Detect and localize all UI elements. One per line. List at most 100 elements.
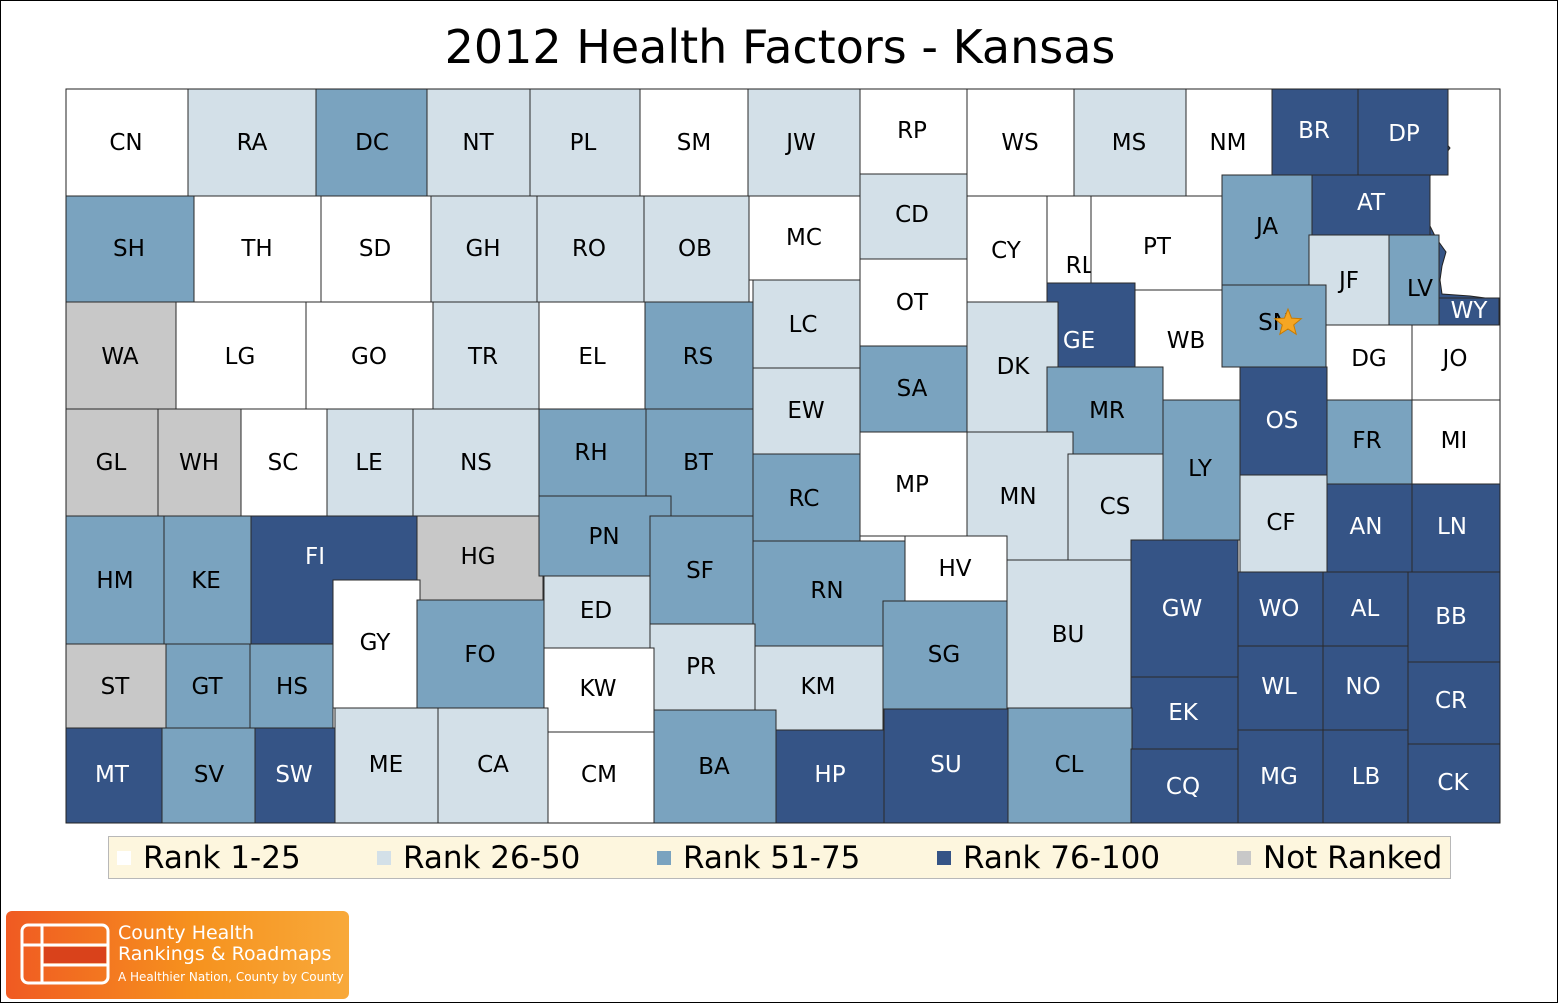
county-label: ME (369, 752, 403, 778)
county-label: JF (1337, 268, 1359, 294)
county-label: MT (95, 762, 130, 788)
county-label: WA (101, 344, 138, 370)
county-bu: BU (1006, 559, 1132, 709)
map-legend: Rank 1-25 Rank 26-50 Rank 51-75 Rank 76-100… (108, 836, 1451, 879)
county-pl: PL (529, 88, 641, 197)
county-cm: CM (547, 731, 655, 824)
county-label: RC (789, 486, 820, 512)
logo-tagline: A Healthier Nation, County by County (118, 970, 344, 984)
county-shape (430, 195, 538, 303)
county-label: GL (96, 450, 127, 476)
county-ca: CA (437, 707, 549, 824)
county-label: CN (109, 130, 142, 156)
county-label: CK (1437, 770, 1469, 796)
county-shape (305, 301, 434, 410)
county-label: CQ (1166, 774, 1200, 800)
county-shape (65, 408, 159, 517)
logo-line-1: County Health (118, 922, 255, 944)
county-gh: GH (430, 195, 538, 303)
county-label: AT (1357, 190, 1386, 216)
county-ja: JA (1221, 174, 1313, 286)
county-ed: ED (543, 575, 651, 649)
county-shape (543, 575, 651, 649)
county-label: WB (1167, 328, 1206, 354)
county-label: OB (678, 236, 712, 262)
county-shape (1046, 282, 1136, 368)
county-ck: CK (1407, 743, 1501, 824)
logo-grid-icon (20, 923, 110, 985)
county-label: FI (305, 544, 325, 570)
county-lb: LB (1322, 729, 1409, 824)
county-label: BB (1435, 604, 1467, 630)
county-shape (538, 301, 646, 410)
county-shape (1407, 571, 1501, 663)
county-label: ST (101, 674, 131, 700)
county-label: TR (467, 344, 498, 370)
county-shape (412, 408, 540, 517)
county-shape (1271, 88, 1359, 176)
county-label: HV (938, 556, 971, 582)
county-cn: CN (65, 88, 189, 197)
legend-item: Rank 76-100 (937, 840, 1160, 876)
county-shape (432, 301, 540, 410)
county-label: FO (464, 642, 495, 668)
county-wl: WL (1237, 645, 1324, 731)
county-ob: OB (643, 195, 750, 303)
county-shape (1322, 645, 1409, 731)
county-jo: JO (1411, 324, 1501, 401)
county-wh: WH (157, 408, 242, 517)
county-lv: LV (1388, 234, 1440, 336)
county-label: BT (683, 450, 714, 476)
county-shape (249, 643, 334, 729)
county-shape (859, 88, 968, 175)
county-lg: LG (175, 301, 307, 410)
county-label: PR (686, 654, 716, 680)
county-cf: CF (1239, 474, 1328, 573)
legend-swatch (117, 850, 131, 865)
county-label: WS (1001, 130, 1038, 156)
county-label: CY (991, 238, 1022, 264)
county-hv: HV (904, 535, 1008, 602)
legend-item: Rank 51-75 (657, 840, 860, 876)
county-ba: BA (653, 709, 777, 824)
county-label: AL (1351, 596, 1380, 622)
county-shape (644, 301, 754, 410)
county-gt: GT (165, 643, 251, 729)
county-label: LN (1437, 514, 1467, 540)
county-label: BR (1298, 118, 1330, 144)
county-shape (65, 727, 163, 824)
state-outline (65, 88, 1501, 824)
county-fo: FO (416, 599, 545, 709)
county-health-rankings-logo: County Health Rankings & Roadmaps A Heal… (6, 911, 349, 999)
county-sf: SF (649, 515, 754, 625)
county-shape (1326, 483, 1413, 573)
county-ro: RO (536, 195, 645, 303)
county-sv: SV (161, 727, 256, 824)
county-label: KM (801, 674, 836, 700)
county-label: JA (1254, 214, 1278, 240)
county-shape (1325, 324, 1413, 401)
county-label: RH (574, 440, 607, 466)
legend-item: Rank 26-50 (377, 840, 580, 876)
county-label: SH (113, 236, 145, 262)
county-shape (543, 647, 655, 733)
county-label: DP (1388, 121, 1420, 147)
county-label: SA (897, 376, 928, 402)
county-le: LE (326, 408, 414, 517)
county-sm: SM (639, 88, 749, 197)
county-label: SD (359, 236, 391, 262)
county-label: LG (225, 344, 256, 370)
county-tr: TR (432, 301, 540, 410)
county-shape (775, 729, 885, 824)
county-label: MN (999, 484, 1036, 510)
county-label: CM (581, 762, 617, 788)
county-sn: SN (1221, 284, 1327, 368)
county-cr: CR (1407, 661, 1501, 745)
county-shape (1322, 571, 1409, 647)
county-mc: MC (748, 195, 861, 281)
legend-swatch (377, 850, 391, 865)
county-label: RP (897, 118, 927, 144)
county-shape (175, 301, 307, 410)
county-label: CL (1055, 752, 1084, 778)
